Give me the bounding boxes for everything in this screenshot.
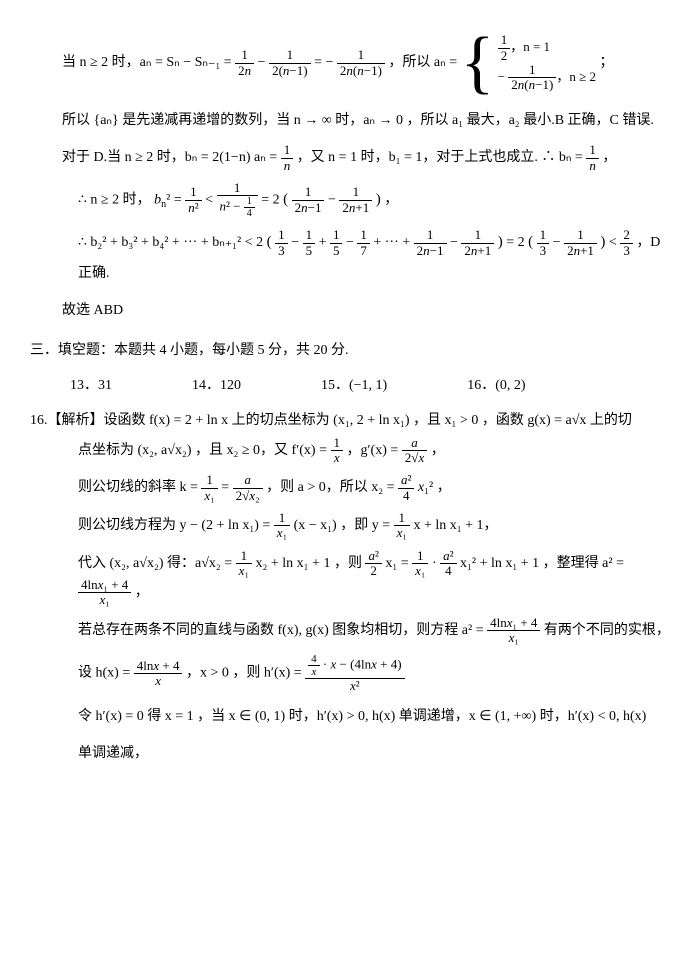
frac-1-2n: 12n — [235, 48, 254, 78]
s16e1: 代入 (x₂, a√x₂) 得：a√x₂ = — [78, 556, 236, 571]
line-1: 当 n ≥ 2 时，aₙ = Sₙ − Sₙ₋₁ = 12n − 12(n−1)… — [62, 28, 672, 98]
sol16-line1: 16.【解析】设函数 f(x) = 2 + ln x 上的切点坐标为 (x₁, … — [30, 406, 672, 435]
t3b: ，又 n = 1 时，b₁ = 1，对于上式也成立. ∴ bₙ = — [297, 150, 587, 165]
s16b3: ， — [431, 443, 445, 458]
case2: ，n ≥ 2 — [556, 69, 596, 84]
s16g1: 设 h(x) = — [78, 666, 134, 681]
t1a: 当 n ≥ 2 时，aₙ = Sₙ − Sₙ₋₁ = — [62, 55, 235, 70]
sol16-line8: 令 h′(x) = 0 得 x = 1 ，当 x ∈ (0, 1) 时，h′(x… — [78, 702, 672, 731]
sol16-line5: 代入 (x₂, a√x₂) 得：a√x₂ = 1x₁ x₂ + ln x₁ + … — [78, 549, 672, 608]
frac-1-2n1: 12(n−1) — [269, 48, 311, 78]
s16f2: 有两个不同的实根， — [544, 623, 670, 638]
s16d2: (x − x₁) ，即 y = — [294, 518, 394, 533]
s16c3: ， — [437, 480, 451, 495]
s16e4: x₁² + ln x₁ + 1 ，整理得 a² = — [460, 556, 624, 571]
sol16-line7: 设 h(x) = 4lnx + 4x ，x > 0 ，则 h′(x) = 4x … — [78, 653, 672, 693]
t5a: ∴ b₂² + b₃² + b₄² + ··· + bₙ₊₁² < 2 — [78, 235, 263, 250]
frac-1n2: 1n — [586, 143, 599, 173]
t1c: ； — [599, 55, 613, 70]
line-5: ∴ b₂² + b₃² + b₄² + ··· + bₙ₊₁² < 2 ( 13… — [78, 227, 672, 288]
s16d1: 则公切线方程为 y − (2 + ln x₁) = — [78, 518, 274, 533]
t3c: ， — [602, 150, 616, 165]
s16g2: ，x > 0 ，则 h′(x) = — [186, 666, 305, 681]
sol16-line2: 点坐标为 (x₂, a√x₂) ，且 x₂ ≥ 0，又 f′(x) = 1x ，… — [78, 436, 672, 466]
sol16-line9: 单调递减， — [78, 739, 672, 768]
s16e3: x₁ = — [385, 556, 412, 571]
t3a: 对于 D.当 n ≥ 2 时，bₙ = 2(1−n) aₙ = — [62, 150, 281, 165]
t4b: ， — [384, 192, 398, 207]
t5c: < — [609, 235, 620, 250]
frac-1n: 1n — [281, 143, 294, 173]
ans-15: 15．(−1, 1) — [321, 371, 387, 400]
s16c1: 则公切线的斜率 k = — [78, 480, 201, 495]
answers-row: 13．31 14．120 15．(−1, 1) 16．(0, 2) — [70, 371, 672, 400]
case1: ，n = 1 — [510, 39, 550, 54]
sol16-line4: 则公切线方程为 y − (2 + ln x₁) = 1x₁ (x − x₁) ，… — [78, 511, 672, 541]
s16d3: x + ln x₁ + 1， — [413, 518, 497, 533]
sol16-line6: 若总存在两条不同的直线与函数 f(x), g(x) 图象均相切，则方程 a² =… — [78, 616, 672, 646]
s16b: 点坐标为 (x₂, a√x₂) ，且 x₂ ≥ 0，又 f′(x) = — [78, 443, 331, 458]
s16b2: ，g′(x) = — [347, 443, 402, 458]
line-4: ∴ n ≥ 2 时， bn² = 1n² < 1n² − 14 = 2 ( 12… — [78, 181, 672, 219]
s16e5: ， — [135, 585, 149, 600]
t4a: ∴ n ≥ 2 时， — [78, 192, 151, 207]
sol16-line3: 则公切线的斜率 k = 1x₁ = a2√x₂ ，则 a > 0，所以 x₂ =… — [78, 473, 672, 503]
ans-16: 16．(0, 2) — [467, 371, 525, 400]
s16c2: ，则 a > 0，所以 x₂ = — [266, 480, 398, 495]
left-brace: { — [461, 24, 495, 101]
line-6: 故选 ABD — [62, 296, 672, 325]
t5b: = 2 — [506, 235, 524, 250]
cases: 12，n = 1 − 12n(n−1)，n ≥ 2 — [498, 33, 596, 92]
frac-neg: 12n(n−1) — [337, 48, 385, 78]
ans-14: 14．120 — [192, 371, 241, 400]
s16f1: 若总存在两条不同的直线与函数 f(x), g(x) 图象均相切，则方程 a² = — [78, 623, 487, 638]
ans-13: 13．31 — [70, 371, 112, 400]
line-3: 对于 D.当 n ≥ 2 时，bₙ = 2(1−n) aₙ = 1n ，又 n … — [62, 143, 672, 173]
section-3-header: 三．填空题：本题共 4 小题，每小题 5 分，共 20 分. — [30, 336, 672, 365]
s16e2: x₂ + ln x₁ + 1 ，则 — [256, 556, 366, 571]
line-2: 所以 {aₙ} 是先递减再递增的数列，当 n → ∞ 时，aₙ → 0 ，所以 … — [62, 106, 672, 135]
t1b: ，所以 aₙ = — [388, 55, 460, 70]
